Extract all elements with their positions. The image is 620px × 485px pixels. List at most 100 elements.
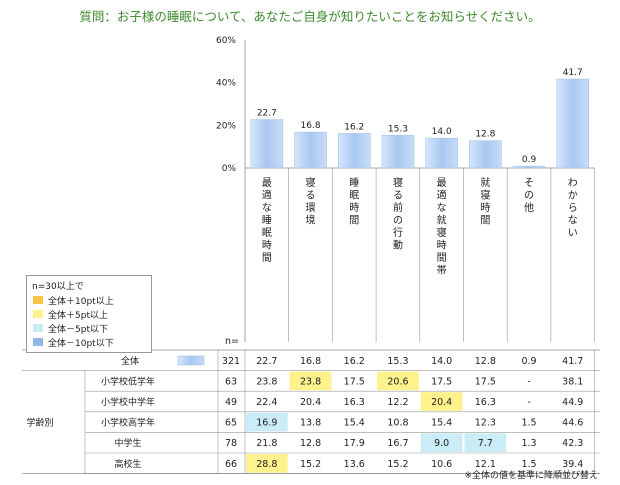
category-label-char: 帯 <box>437 264 447 277</box>
y-tick-label: 0% <box>222 164 237 174</box>
overall-bar-swatch <box>177 355 205 366</box>
legend-swatch <box>33 310 43 318</box>
legend-swatch <box>33 338 43 346</box>
table-cell: 7.7 <box>478 438 493 449</box>
table-cell: 15.3 <box>387 356 408 367</box>
legend-label: 全体－10pt以下 <box>48 339 114 349</box>
category-label-char: 就 <box>437 214 447 227</box>
category-label-char: 寝 <box>306 176 316 189</box>
table-cell: - <box>527 376 530 387</box>
category-label-char: 寝 <box>393 176 403 189</box>
table-cell: 20.4 <box>431 397 452 408</box>
category-label-char: 睡 <box>349 176 359 189</box>
legend-swatch <box>33 324 43 332</box>
table-cell: - <box>527 397 530 408</box>
table-cell: 12.2 <box>387 397 408 408</box>
overall-row-label: 全体 <box>121 355 139 367</box>
table-cell: 16.7 <box>387 438 408 449</box>
table-cell: 1.3 <box>521 438 536 449</box>
bar-value-label: 12.8 <box>475 130 495 140</box>
table-cell: 16.3 <box>344 397 365 408</box>
bar <box>294 131 327 169</box>
table-cell: 1.5 <box>521 418 536 429</box>
category-label-char: 時 <box>480 202 490 214</box>
category-label-char: い <box>568 228 578 239</box>
y-tick-label: 20% <box>216 121 236 131</box>
table-cell: 22.7 <box>256 356 277 367</box>
bar-value-label: 22.7 <box>257 109 277 119</box>
table-cell: 17.5 <box>431 376 452 387</box>
legend-header: n=30以上で <box>32 282 84 292</box>
table-cell: 12.8 <box>300 438 321 449</box>
table-cell: 44.6 <box>562 418 583 429</box>
bar-value-label: 16.2 <box>344 122 364 132</box>
legend-swatch <box>33 296 43 304</box>
highlight-cell <box>246 454 288 473</box>
category-label-char: 環 <box>306 202 316 214</box>
highlight-cell <box>377 371 419 391</box>
row-label: 小学校中学年 <box>101 396 155 408</box>
category-label-char: か <box>568 190 578 202</box>
category-label-char: 寝 <box>480 189 490 202</box>
category-label-char: る <box>306 190 316 202</box>
category-label-char: 間 <box>262 252 272 264</box>
table-cell: 22.4 <box>256 397 277 408</box>
table-cell: 1.5 <box>521 459 536 470</box>
n-value: 78 <box>225 438 237 449</box>
n-value: 66 <box>225 459 237 470</box>
table-cell: 12.3 <box>475 418 496 429</box>
bar-value-label: 0.9 <box>522 155 537 165</box>
category-label-char: 時 <box>349 202 359 214</box>
footnote: ※全体の値を基準に降順並び替え <box>464 471 598 481</box>
legend-label: 全体＋5pt以上 <box>48 311 108 321</box>
bar-value-label: 15.3 <box>388 124 408 134</box>
row-label: 小学校低学年 <box>101 375 155 387</box>
category-label-char: 最 <box>262 177 272 189</box>
table-cell: 17.5 <box>344 376 365 387</box>
table-cell: 9.0 <box>434 438 449 449</box>
y-tick-label: 60% <box>216 36 236 46</box>
category-label-char: ら <box>568 202 578 214</box>
table-cell: 23.8 <box>256 376 277 387</box>
highlight-cell <box>420 392 463 411</box>
table-cell: 41.7 <box>562 356 583 367</box>
table-cell: 17.9 <box>344 438 365 449</box>
bar-value-label: 14.0 <box>432 127 452 137</box>
n-value: 63 <box>225 376 237 387</box>
bar <box>556 78 589 169</box>
category-label-char: 寝 <box>437 226 447 239</box>
table-cell: 15.4 <box>344 418 365 429</box>
question-title: 質問：お子様の睡眠について、あなたご自身が知りたいことをお知らせください。 <box>79 9 541 24</box>
y-tick-label: 40% <box>216 79 236 89</box>
table-cell: 16.9 <box>256 418 277 429</box>
category-label-char: 間 <box>437 252 447 264</box>
bar-value-label: 41.7 <box>563 68 583 78</box>
table-cell: 13.6 <box>344 459 365 470</box>
table-cell: 15.2 <box>387 459 408 470</box>
category-label-char: 他 <box>524 201 534 214</box>
highlight-cell <box>420 433 463 452</box>
category-label-char: わ <box>568 177 578 189</box>
table-cell: 13.8 <box>300 418 321 429</box>
table-cell: 16.3 <box>475 397 496 408</box>
table-cell: 17.5 <box>475 376 496 387</box>
category-label-char: な <box>568 215 578 227</box>
table-cell: 21.8 <box>256 438 277 449</box>
table-cell: 28.8 <box>256 459 277 470</box>
row-label: 中学生 <box>114 437 141 449</box>
n-label: n= <box>225 336 239 347</box>
bar <box>469 140 502 169</box>
table-cell: 15.2 <box>300 459 321 470</box>
category-label-char: 睡 <box>262 214 272 227</box>
category-label-char: な <box>437 202 447 214</box>
table-cell: 20.6 <box>387 376 408 387</box>
table-cell: 12.1 <box>475 459 496 470</box>
bar <box>338 133 371 169</box>
category-label-char: る <box>393 190 403 202</box>
category-label-char: 適 <box>437 189 447 202</box>
bar <box>381 135 415 169</box>
n-value: 49 <box>225 397 237 408</box>
group-label: 学齢別 <box>26 417 53 429</box>
legend-label: 全体－5pt以下 <box>48 325 108 335</box>
